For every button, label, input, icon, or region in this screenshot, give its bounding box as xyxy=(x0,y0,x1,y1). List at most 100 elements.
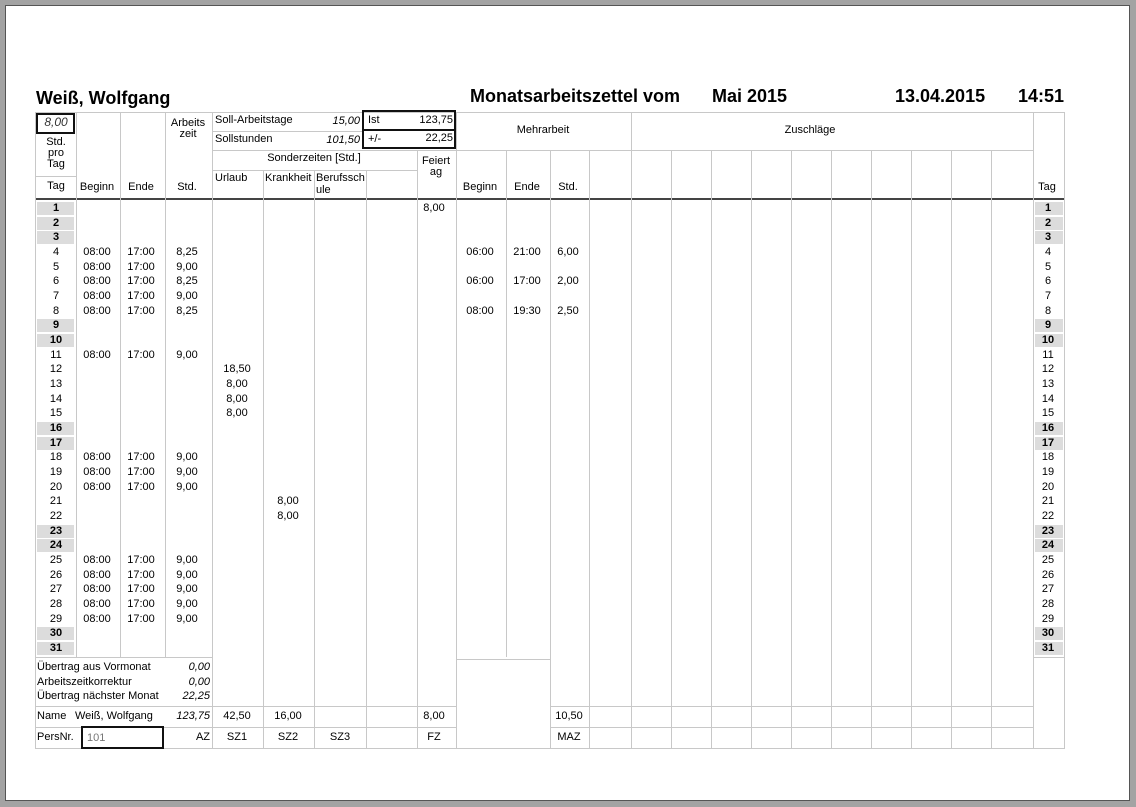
cell-std: 9,00 xyxy=(176,598,198,611)
cell-krankheit: 8,00 xyxy=(277,510,299,523)
day-number-right: 20 xyxy=(1041,480,1055,493)
cell-ende: 17:00 xyxy=(127,246,155,258)
grid-line-vertical xyxy=(991,150,992,749)
day-number-right: 25 xyxy=(1041,554,1055,567)
col-mb-beginn: Beginn xyxy=(462,181,498,193)
grid-line-vertical xyxy=(831,150,832,749)
cell-mb-beginn: 06:00 xyxy=(466,246,494,258)
grid-line-vertical xyxy=(417,150,418,749)
cell-mb-beginn: 08:00 xyxy=(466,304,494,317)
day-number-right: 4 xyxy=(1044,246,1052,258)
cell-urlaub: 8,00 xyxy=(226,378,248,391)
grid-line-vertical xyxy=(314,170,315,749)
total-sz1: 42,50 xyxy=(223,710,251,722)
day-number-right: 14 xyxy=(1041,392,1055,405)
cell-mb-ende: 17:00 xyxy=(513,275,541,288)
cell-ende: 17:00 xyxy=(127,304,155,317)
grid-line-vertical xyxy=(212,112,213,749)
std-label: Std. xyxy=(46,136,66,148)
col-mb-ende: Ende xyxy=(514,181,540,193)
day-number-left: 22 xyxy=(49,510,63,523)
grid-line-horizontal xyxy=(35,706,456,707)
grid-line-horizontal xyxy=(212,131,362,132)
day-number-right: 5 xyxy=(1044,260,1052,273)
weekend-highlight-right xyxy=(1035,436,1063,450)
day-number-right: 27 xyxy=(1041,583,1055,596)
cell-beginn: 08:00 xyxy=(83,480,111,493)
cell-std: 8,25 xyxy=(176,275,198,288)
korrektur-value: 0,00 xyxy=(188,676,210,688)
code-sz3: SZ3 xyxy=(329,731,351,743)
col-beginn: Beginn xyxy=(79,181,115,193)
grid-line-vertical xyxy=(871,150,872,749)
weekend-highlight-right xyxy=(1035,231,1063,245)
cell-std: 9,00 xyxy=(176,290,198,303)
day-number-right: 29 xyxy=(1041,612,1055,625)
cell-ende: 17:00 xyxy=(127,466,155,479)
cell-beginn: 08:00 xyxy=(83,554,111,567)
cell-ende: 17:00 xyxy=(127,480,155,493)
weekend-highlight-left xyxy=(37,642,74,656)
grid-line-vertical xyxy=(631,112,632,749)
day-number-left: 5 xyxy=(52,260,60,273)
cell-ende: 17:00 xyxy=(127,554,155,567)
diff-value: 22,25 xyxy=(425,132,453,144)
cell-krankheit: 8,00 xyxy=(277,495,299,508)
weekend-highlight-right xyxy=(1035,202,1063,215)
zuschlaege-label: Zuschläge xyxy=(784,124,836,136)
tag-label-top: Tag xyxy=(47,158,65,170)
weekend-highlight-left xyxy=(37,436,74,450)
ist-value: 123,75 xyxy=(419,114,453,126)
grid-line-vertical xyxy=(951,150,952,749)
cell-beginn: 08:00 xyxy=(83,290,111,303)
cell-ende: 17:00 xyxy=(127,583,155,596)
cell-beginn: 08:00 xyxy=(83,583,111,596)
grid-line-horizontal xyxy=(35,112,1064,113)
day-number-right: 10 xyxy=(1041,334,1055,347)
cell-ende: 17:00 xyxy=(127,290,155,303)
grid-line-vertical xyxy=(911,150,912,749)
persnr-input[interactable] xyxy=(81,726,164,749)
grid-line-vertical xyxy=(76,112,77,657)
weekend-highlight-right xyxy=(1035,422,1063,436)
cell-ende: 17:00 xyxy=(127,598,155,611)
diff-box xyxy=(362,129,456,149)
day-number-left: 19 xyxy=(49,466,63,479)
cell-std: 9,00 xyxy=(176,466,198,479)
diff-label: +/- xyxy=(368,133,382,145)
pro-label: pro xyxy=(48,147,64,159)
cell-mb-std: 2,50 xyxy=(557,304,579,317)
cell-beginn: 08:00 xyxy=(83,568,111,581)
day-number-left: 13 xyxy=(49,378,63,391)
day-number-left: 2 xyxy=(52,216,60,229)
grid-line-vertical xyxy=(35,112,36,749)
code-fz: FZ xyxy=(427,731,441,743)
day-number-right: 23 xyxy=(1041,524,1055,537)
grid-line-horizontal xyxy=(212,150,1033,151)
sollstunden-value: 101,50 xyxy=(326,134,360,146)
cell-std: 9,00 xyxy=(176,480,198,493)
day-number-left: 1 xyxy=(52,202,60,214)
grid-line-vertical xyxy=(165,112,166,657)
grid-line-vertical xyxy=(751,150,752,749)
day-number-right: 28 xyxy=(1041,598,1055,611)
cell-beginn: 08:00 xyxy=(83,304,111,317)
col-std: Std. xyxy=(177,181,197,193)
day-number-right: 17 xyxy=(1041,436,1055,449)
korrektur-label: Arbeitszeitkorrektur xyxy=(37,676,132,688)
col-berufsschule-1: Berufssch xyxy=(316,172,365,184)
col-tag-right: Tag xyxy=(1038,181,1056,193)
std-pro-tag-box[interactable] xyxy=(36,113,75,134)
day-number-right: 2 xyxy=(1044,216,1052,229)
soll-arbeitstage-value: 15,00 xyxy=(332,115,360,127)
grid-line-vertical xyxy=(456,112,457,749)
grid-line-vertical xyxy=(1033,112,1034,749)
weekend-highlight-left xyxy=(37,202,74,215)
cell-std: 9,00 xyxy=(176,612,198,625)
day-number-left: 7 xyxy=(52,290,60,303)
grid-line-vertical xyxy=(589,150,590,749)
weekend-highlight-right xyxy=(1035,539,1063,553)
col-urlaub: Urlaub xyxy=(215,172,248,184)
grid-line-horizontal xyxy=(456,659,550,660)
sonderzeiten-label: Sonderzeiten [Std.] xyxy=(267,152,361,164)
